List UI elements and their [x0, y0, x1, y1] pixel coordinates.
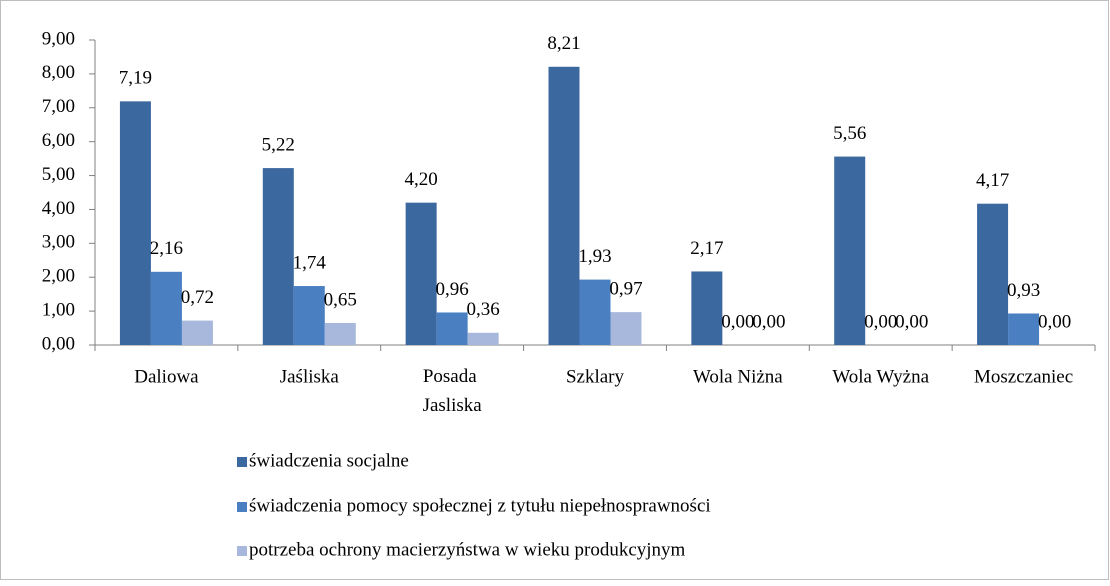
y-tick-label: 5,00 [42, 164, 75, 185]
bar [293, 286, 325, 345]
data-label: 1,74 [293, 252, 327, 273]
y-tick-label: 6,00 [42, 130, 75, 151]
bar [405, 202, 437, 345]
data-label: 0,00 [721, 311, 754, 332]
x-tick-label: Szklary [566, 366, 625, 387]
data-label: 0,00 [1038, 311, 1071, 332]
x-tick-label: Wola Wyżna [832, 366, 929, 387]
x-tick-line: Jasliska [423, 395, 483, 416]
legend-label: świadczenia pomocy społecznej z tytułu n… [249, 495, 711, 516]
bar [324, 322, 356, 345]
bar [150, 271, 182, 345]
legend-swatch [237, 546, 247, 556]
data-label: 0,96 [436, 279, 469, 300]
y-tick-label: 9,00 [42, 28, 75, 49]
legend-label: świadczenia socjalne [249, 450, 409, 471]
data-label: 0,36 [467, 299, 500, 320]
x-tick-label: Daliowa [134, 366, 199, 387]
data-label: 7,19 [119, 68, 152, 89]
data-label: 4,20 [405, 169, 438, 190]
data-label: 0,00 [895, 311, 928, 332]
bar [548, 66, 580, 346]
legend-swatch [237, 502, 247, 512]
data-label: 1,93 [578, 246, 611, 267]
data-label: 0,00 [864, 311, 897, 332]
y-tick-label: 0,00 [42, 333, 75, 354]
y-tick-label: 3,00 [42, 232, 75, 253]
data-label: 0,97 [609, 278, 642, 299]
x-tick-label: Jaśliska [280, 366, 340, 387]
y-tick-label: 2,00 [42, 266, 75, 287]
bar [1008, 313, 1040, 345]
bar [467, 332, 499, 345]
data-label: 0,72 [181, 287, 214, 308]
bar [579, 279, 611, 345]
y-tick-label: 8,00 [42, 62, 75, 83]
data-label: 0,00 [752, 311, 785, 332]
x-tick-line: Posada [423, 366, 482, 387]
x-tick-label: Posada Jasliska [423, 366, 483, 416]
legend-label: potrzeba ochrony macierzyństwa w wieku p… [249, 539, 686, 560]
x-tick-label: Wola Niżna [693, 366, 783, 387]
y-tick-label: 4,00 [42, 198, 75, 219]
data-label: 0,65 [324, 289, 357, 310]
legend-swatch [237, 457, 247, 467]
bar [262, 168, 294, 345]
x-tick-label: Moszczaniec [974, 366, 1073, 387]
data-label: 4,17 [976, 170, 1009, 191]
data-label: 2,16 [150, 238, 183, 259]
data-label: 8,21 [547, 33, 580, 54]
data-label: 2,17 [690, 238, 723, 259]
bar [834, 156, 866, 345]
data-label: 5,56 [833, 123, 866, 144]
data-label: 0,93 [1007, 280, 1040, 301]
bar [436, 312, 468, 345]
data-label: 5,22 [262, 134, 295, 155]
y-tick-label: 7,00 [42, 96, 75, 117]
bar [181, 320, 213, 345]
y-tick-label: 1,00 [42, 299, 75, 320]
bar [119, 101, 151, 345]
bar [610, 312, 642, 345]
bar [977, 203, 1009, 345]
bar [691, 271, 723, 345]
